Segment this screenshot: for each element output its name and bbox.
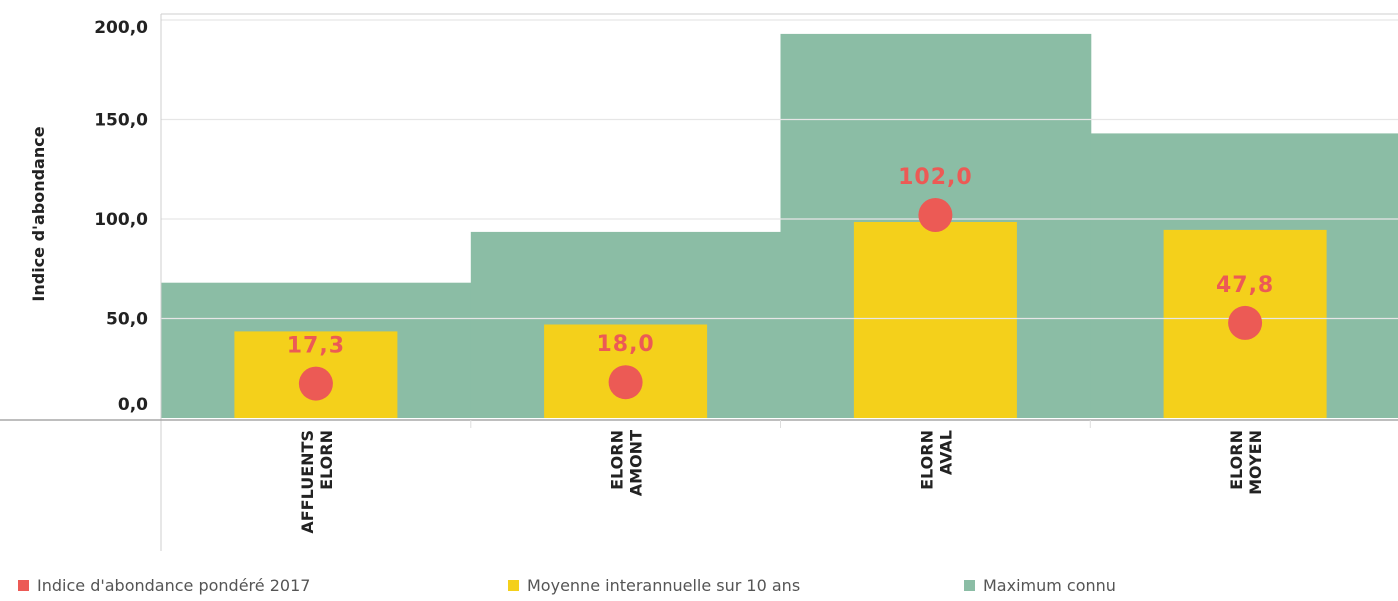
x-tick-label: ELORNAMONT [608, 430, 646, 496]
legend-item-index-2017[interactable]: Indice d'abondance pondéré 2017 [18, 576, 310, 595]
legend-swatch [964, 580, 975, 591]
data-label: 17,3 [287, 334, 345, 359]
legend-item-maximum[interactable]: Maximum connu [964, 576, 1116, 595]
index-point[interactable] [298, 366, 333, 401]
y-tick-labels: 0,0 50,0 100,0 150,0 200,0 [94, 18, 148, 415]
x-tick-labels: AFFLUENTSELORN ELORNAMONT ELORNAVAL ELORNMO… [298, 430, 1265, 534]
legend-swatch [508, 580, 519, 591]
index-points-layer [298, 198, 1263, 401]
data-label: 18,0 [596, 332, 654, 357]
legend-label: Indice d'abondance pondéré 2017 [37, 576, 311, 595]
data-label: 47,8 [1216, 273, 1274, 298]
gridlines-layer [161, 19, 1398, 320]
index-point[interactable] [1228, 305, 1263, 340]
legend-swatch [18, 580, 29, 591]
y-tick-label: 150,0 [94, 111, 148, 131]
data-labels-layer: 17,3 18,0 102,0 47,8 [287, 165, 1274, 359]
svg-text:ELORNAMONT: ELORNAMONT [608, 430, 646, 496]
index-point[interactable] [608, 365, 643, 400]
x-tick-label: ELORNAVAL [917, 430, 955, 490]
x-tick-label: ELORNMOYEN [1227, 430, 1265, 495]
y-tick-label: 0,0 [118, 395, 148, 415]
svg-text:ELORNMOYEN: ELORNMOYEN [1227, 430, 1265, 495]
y-tick-label: 100,0 [94, 210, 148, 230]
y-axis-title: Indice d'abondance [29, 126, 48, 301]
legend-label: Maximum connu [983, 576, 1116, 595]
average-bar[interactable] [853, 222, 1017, 418]
legend-label: Moyenne interannuelle sur 10 ans [527, 576, 801, 595]
y-tick-label: 200,0 [94, 18, 148, 38]
y-tick-label: 50,0 [106, 310, 148, 330]
svg-text:AFFLUENTSELORN: AFFLUENTSELORN [298, 430, 336, 534]
index-point[interactable] [918, 198, 953, 232]
svg-text:ELORNAVAL: ELORNAVAL [917, 430, 955, 490]
axes-layer [0, 13, 1398, 551]
legend: Indice d'abondance pondéré 2017 Moyenne … [0, 574, 1398, 598]
data-label: 102,0 [898, 165, 973, 190]
x-tick-label: AFFLUENTSELORN [298, 430, 336, 534]
legend-item-average-10-years[interactable]: Moyenne interannuelle sur 10 ans [508, 576, 800, 595]
